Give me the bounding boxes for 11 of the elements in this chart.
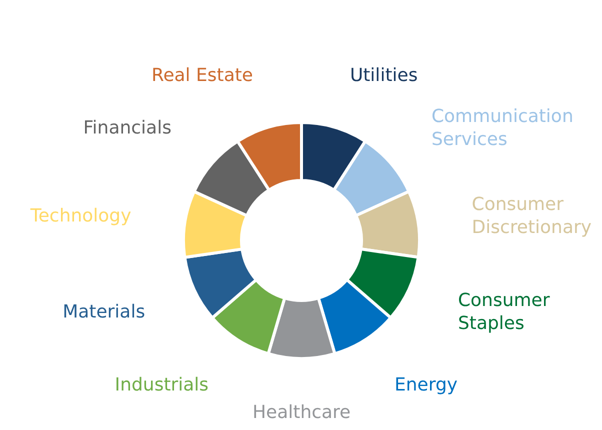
slice-label: Industrials — [114, 374, 209, 396]
slice-label: Consumer Staples — [458, 290, 550, 334]
slice-label: Real Estate — [152, 64, 253, 86]
slice-label: Consumer Discretionary — [472, 194, 592, 238]
slice-label: Utilities — [350, 64, 418, 86]
slice-label: Energy — [394, 374, 458, 396]
slice-label: Healthcare — [252, 402, 351, 423]
slice-label: Communication Services — [431, 106, 574, 150]
slice-label: Financials — [83, 117, 172, 138]
slice-label: Technology — [29, 206, 132, 227]
slice-label: Materials — [62, 302, 146, 323]
